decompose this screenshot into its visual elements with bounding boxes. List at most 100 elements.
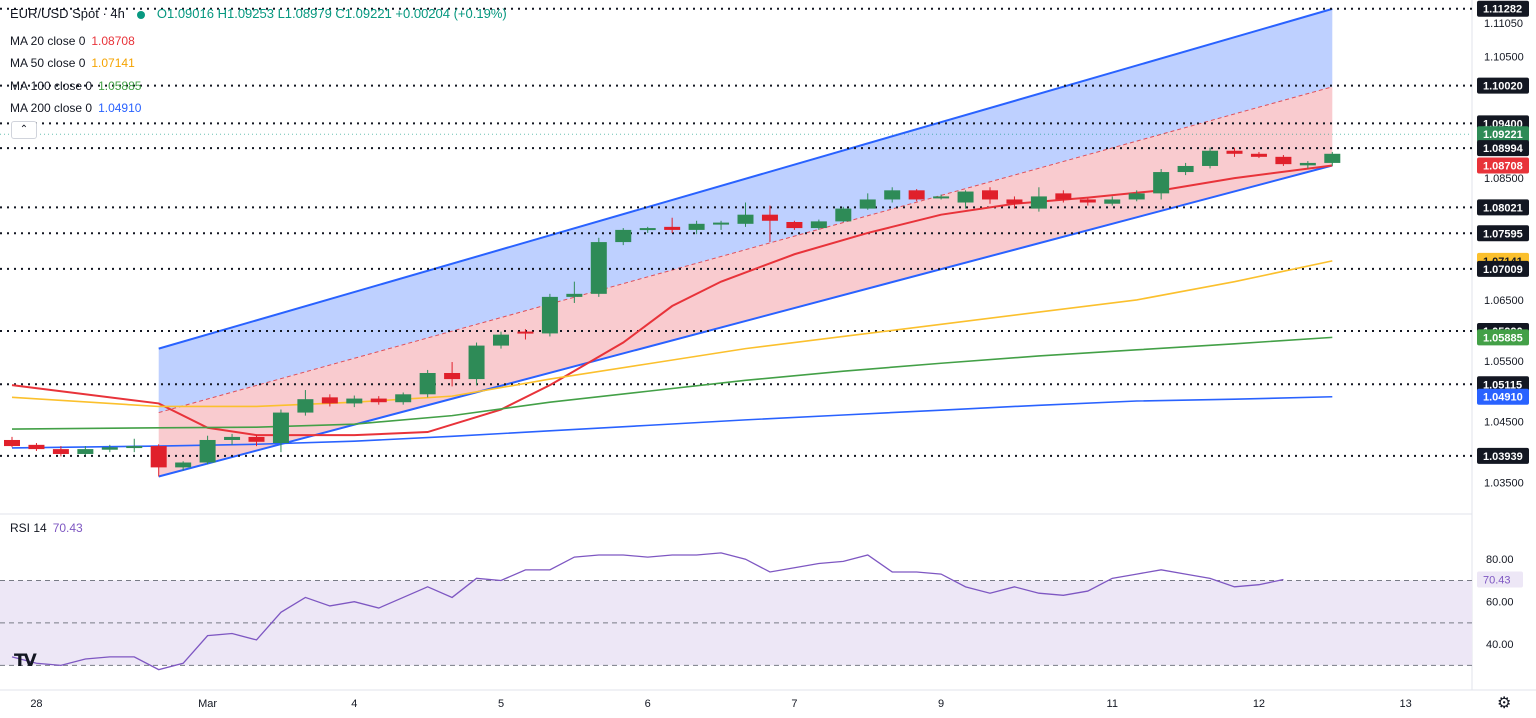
- candle-body: [517, 331, 534, 334]
- candle-body: [541, 296, 558, 334]
- candle-body: [1104, 199, 1121, 204]
- candle-body: [395, 394, 412, 403]
- ohlc-values: O1.09016 H1.09253 L1.08979 C1.09221 +0.0…: [156, 6, 507, 21]
- rsi-legend-value: 70.43: [52, 521, 83, 535]
- symbol-title[interactable]: EUR/USD Spot · 4h: [10, 6, 125, 21]
- ma100-value: 1.05885: [98, 79, 142, 93]
- price-tick-label: 1.03500: [1484, 478, 1524, 490]
- price-label-text: 1.08994: [1483, 143, 1524, 155]
- time-tick-label: 6: [645, 698, 651, 710]
- price-label-text: 1.11282: [1483, 4, 1522, 16]
- ma20-label: MA 20 close 0: [10, 34, 86, 48]
- candle-body: [737, 214, 754, 224]
- tradingview-logo-icon[interactable]: TV: [14, 651, 37, 671]
- candle-body: [1153, 172, 1170, 194]
- candle-body: [1006, 199, 1023, 204]
- candle-body: [126, 446, 143, 449]
- price-label-text: 1.03939: [1483, 451, 1523, 463]
- candle-body: [444, 372, 461, 380]
- candle-body: [468, 345, 485, 380]
- candle-body: [810, 221, 827, 229]
- settings-gear-icon[interactable]: ⚙: [1497, 695, 1512, 712]
- price-tick-label: 1.04500: [1484, 417, 1524, 429]
- time-axis[interactable]: 28 Mar 4 5 6 7 9 11 12 13: [30, 698, 1411, 710]
- time-tick-label: 4: [351, 698, 357, 710]
- candle-body: [1275, 156, 1292, 165]
- candle-body: [688, 223, 705, 230]
- price-label-box: [1477, 260, 1529, 277]
- price-label-box: [1477, 329, 1529, 346]
- price-label-text: 1.05885: [1483, 332, 1523, 344]
- candle-body: [272, 412, 289, 444]
- candle-body: [664, 226, 681, 230]
- ma100-legend[interactable]: MA 100 close 0 1.05885: [10, 79, 141, 93]
- rsi-label: RSI 14: [10, 521, 47, 535]
- candle-body: [419, 372, 436, 395]
- ma20-legend[interactable]: MA 20 close 0 1.08708: [10, 34, 135, 48]
- candle-body: [933, 196, 950, 199]
- time-tick-label: 9: [938, 698, 944, 710]
- candle-body: [175, 462, 192, 468]
- time-tick-label: 5: [498, 698, 504, 710]
- candle-body: [1250, 153, 1267, 157]
- ma-line-2: [11, 260, 1333, 408]
- ma100-label: MA 100 close 0: [10, 79, 93, 93]
- chevron-up-icon[interactable]: ⌃: [11, 121, 37, 139]
- price-label-text: 1.08021: [1483, 202, 1523, 214]
- price-tick-label: 1.05500: [1484, 356, 1524, 368]
- candle-body: [1079, 199, 1096, 203]
- candle-body: [590, 242, 607, 294]
- ma20-value: 1.08708: [91, 34, 135, 48]
- rsi-label-box: [1477, 571, 1523, 588]
- price-label-text: 1.05115: [1483, 379, 1522, 391]
- time-tick-label: 12: [1253, 698, 1265, 710]
- channel-upper-line: [158, 7, 1333, 350]
- ma200-label: MA 200 close 0: [10, 101, 93, 115]
- price-label-text: 1.08708: [1483, 160, 1523, 172]
- time-tick-label: 13: [1400, 698, 1412, 710]
- price-label-box: [1477, 376, 1529, 393]
- candle-body: [248, 436, 265, 442]
- time-tick-label: 7: [791, 698, 797, 710]
- price-tick-label: 1.10500: [1484, 51, 1524, 63]
- rsi-line: [11, 552, 1284, 671]
- symbol-header[interactable]: EUR/USD Spot · 4h O1.09016 H1.09253 L1.08…: [10, 6, 507, 21]
- time-tick-label: Mar: [198, 698, 217, 710]
- candle-body: [1128, 193, 1145, 200]
- price-label-box: [1477, 77, 1529, 94]
- candle-body: [493, 334, 509, 346]
- candle-body: [884, 190, 901, 200]
- candle-body: [297, 399, 314, 413]
- price-label-box: [1477, 199, 1529, 216]
- candle-body: [28, 444, 45, 450]
- rsi-label-text: 70.43: [1483, 575, 1511, 587]
- level-lines: [0, 0, 1536, 691]
- candle-body: [639, 228, 656, 231]
- candle-body: [1299, 162, 1316, 166]
- ma50-legend[interactable]: MA 50 close 0 1.07141: [10, 56, 135, 70]
- candle-body: [199, 439, 216, 463]
- channel-lower-fill: [158, 86, 1333, 477]
- price-tick-label: 1.06500: [1484, 295, 1524, 307]
- candle-body: [1202, 150, 1219, 166]
- ma200-legend[interactable]: MA 200 close 0 1.04910: [10, 101, 141, 115]
- candle-body: [224, 436, 241, 440]
- candle-body: [1324, 153, 1341, 163]
- ma-line-4: [11, 395, 1333, 449]
- candle-body: [957, 191, 974, 203]
- time-tick-label: 28: [30, 698, 42, 710]
- ma50-value: 1.07141: [91, 56, 135, 70]
- ma-line-3: [11, 336, 1333, 430]
- price-label-text: 1.04910: [1483, 392, 1523, 404]
- ma50-label: MA 50 close 0: [10, 56, 86, 70]
- candle-body: [1177, 165, 1194, 173]
- price-label-text: 1.10020: [1483, 81, 1523, 93]
- candle-body: [713, 222, 730, 225]
- candle-body: [101, 447, 118, 450]
- candle-body: [1055, 193, 1072, 200]
- rsi-legend[interactable]: RSI 14 70.43: [10, 521, 83, 535]
- price-label-text: 1.09221: [1483, 129, 1523, 141]
- rsi-tick-label: 40.00: [1486, 639, 1514, 651]
- candle-body: [1226, 150, 1243, 154]
